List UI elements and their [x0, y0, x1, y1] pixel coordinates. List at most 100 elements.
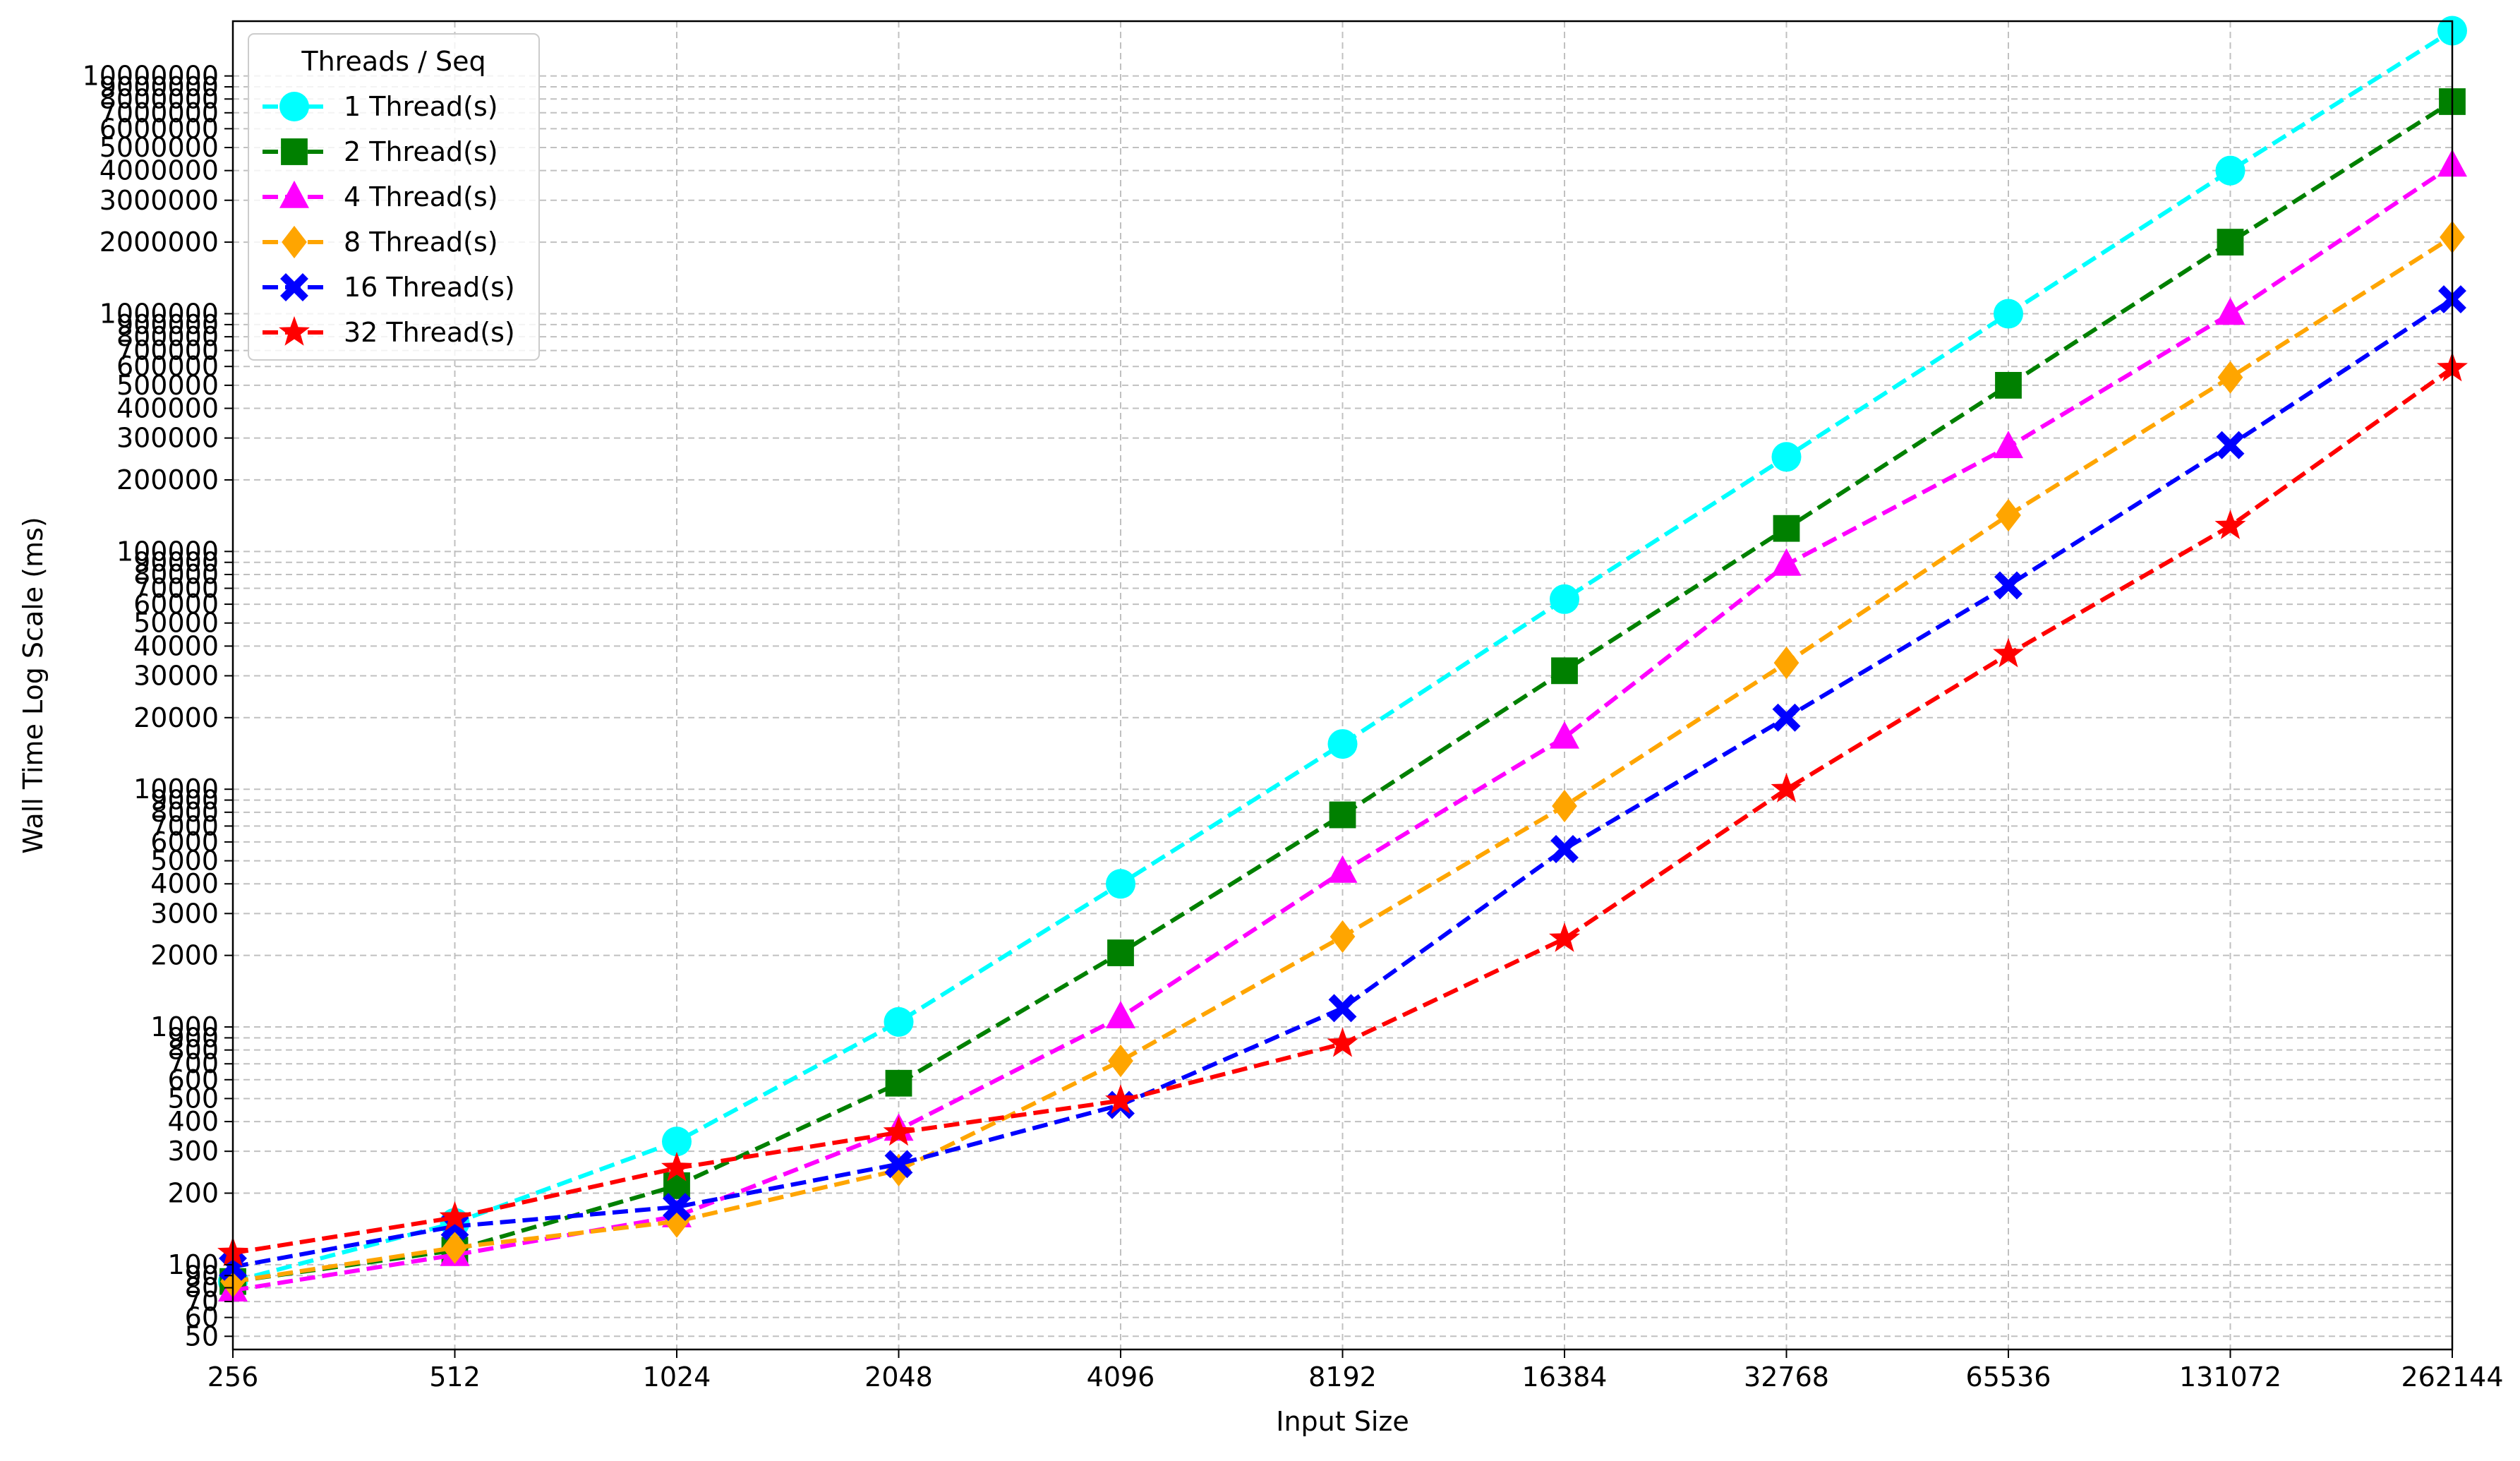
data-point: [1107, 939, 1134, 966]
x-tick-label: 65536: [1966, 1361, 2051, 1393]
x-tick-label: 131072: [2179, 1361, 2281, 1393]
legend-label: 1 Thread(s): [344, 91, 498, 122]
y-tick-label: 100: [167, 1249, 219, 1280]
data-point: [1995, 371, 2022, 399]
y-tick-label: 8000000: [100, 83, 219, 114]
y-tick-label: 200000: [116, 464, 219, 495]
x-tick-label: 262144: [2401, 1361, 2503, 1393]
y-tick-label: 60: [185, 1302, 219, 1333]
data-point: [1772, 703, 1801, 732]
data-point: [1550, 721, 1579, 749]
data-point: [1552, 789, 1577, 823]
y-tick-label: 70: [185, 1286, 219, 1317]
legend-item: 2 Thread(s): [263, 136, 498, 167]
legend-label: 8 Thread(s): [344, 227, 498, 258]
series-layer: [217, 16, 2468, 1301]
y-tick-label: 5000000: [100, 132, 219, 163]
legend-marker: [282, 225, 307, 259]
y-tick-label: 60000: [133, 589, 219, 620]
y-tick-label: 2000000: [100, 227, 219, 258]
y-tick-label: 500: [167, 1083, 219, 1114]
x-axis-title: Input Size: [1276, 1406, 1409, 1437]
data-point: [1108, 1045, 1133, 1078]
y-axis-title: Wall Time Log Scale (ms): [18, 517, 49, 853]
y-tick-label: 700000: [116, 335, 219, 366]
y-tick-label: 900000: [116, 309, 219, 340]
legend-marker: [281, 138, 308, 165]
y-tick-label: 600: [167, 1064, 219, 1095]
y-tick-label: 4000000: [100, 155, 219, 186]
y-tick-label: 90: [185, 1260, 219, 1291]
data-point: [1771, 773, 1802, 802]
data-point: [1550, 835, 1579, 863]
legend-marker: [279, 180, 309, 208]
legend-items: 1 Thread(s) 2 Thread(s) 4 Thread(s) 8 Threa…: [263, 91, 515, 348]
data-point: [2217, 361, 2243, 394]
data-point: [1771, 442, 1802, 472]
x-tick-label: 256: [207, 1361, 259, 1393]
data-point: [2215, 155, 2245, 186]
data-point: [439, 1201, 471, 1231]
legend-marker: [279, 92, 309, 121]
data-point: [886, 1153, 912, 1186]
data-point: [1993, 637, 2024, 668]
legend-marker: [280, 273, 308, 301]
data-point: [2215, 297, 2245, 325]
y-tick-label: 50: [185, 1321, 219, 1352]
legend-item: 1 Thread(s): [263, 91, 498, 122]
y-tick-label: 600000: [116, 351, 219, 382]
y-tick-label: 800: [167, 1035, 219, 1066]
y-axis-ticks: 5060708090100200300400500600700800900100…: [83, 61, 233, 1352]
y-tick-label: 1000000: [100, 298, 219, 329]
data-point: [1550, 584, 1579, 614]
data-point: [1996, 498, 2021, 532]
data-point: [1106, 1000, 1135, 1028]
y-tick-label: 50000: [133, 608, 219, 639]
y-tick-label: 7000000: [100, 97, 219, 128]
legend-label: 4 Thread(s): [344, 181, 498, 212]
x-tick-label: 2048: [864, 1361, 933, 1393]
data-point: [663, 1193, 691, 1221]
data-point: [1327, 1027, 1358, 1057]
y-tick-label: 4000: [150, 868, 219, 899]
data-point: [884, 1006, 914, 1037]
legend-box: [248, 33, 540, 361]
y-tick-label: 200: [167, 1177, 219, 1208]
y-tick-label: 70000: [133, 573, 219, 604]
data-point: [2216, 431, 2245, 459]
legend-label: 32 Thread(s): [344, 317, 515, 348]
y-tick-label: 10000: [133, 774, 219, 805]
y-tick-label: 2000: [150, 940, 219, 971]
data-point: [1994, 571, 2022, 600]
x-tick-label: 1024: [643, 1361, 711, 1393]
y-tick-label: 300: [167, 1136, 219, 1167]
y-tick-label: 30000: [133, 660, 219, 691]
y-tick-label: 9000: [150, 785, 219, 816]
y-tick-label: 400: [167, 1106, 219, 1137]
legend-item: 4 Thread(s): [263, 180, 498, 212]
data-point: [1329, 801, 1356, 829]
y-tick-label: 3000000: [100, 185, 219, 216]
x-tick-label: 512: [429, 1361, 481, 1393]
data-point: [2214, 510, 2246, 539]
x-tick-label: 16384: [1522, 1361, 1608, 1393]
data-point: [1994, 299, 2023, 329]
data-point: [1327, 729, 1358, 759]
y-tick-label: 400000: [116, 393, 219, 424]
x-tick-label: 32768: [1744, 1361, 1829, 1393]
data-point: [1330, 920, 1356, 954]
y-tick-label: 6000000: [100, 113, 219, 144]
y-tick-label: 7000: [150, 810, 219, 841]
y-tick-label: 90000: [133, 547, 219, 578]
data-point: [1106, 869, 1135, 899]
data-point: [1328, 994, 1357, 1023]
legend: Threads / Seq 1 Thread(s) 2 Thread(s) 4 Th…: [248, 33, 540, 361]
data-point: [1771, 548, 1802, 576]
data-point: [1327, 855, 1358, 883]
series-1: [218, 16, 2467, 1297]
data-point: [1773, 515, 1800, 542]
data-point: [883, 1116, 915, 1146]
y-tick-label: 700: [167, 1048, 219, 1079]
legend-item: 16 Thread(s): [263, 272, 515, 303]
data-point: [1994, 431, 2023, 459]
